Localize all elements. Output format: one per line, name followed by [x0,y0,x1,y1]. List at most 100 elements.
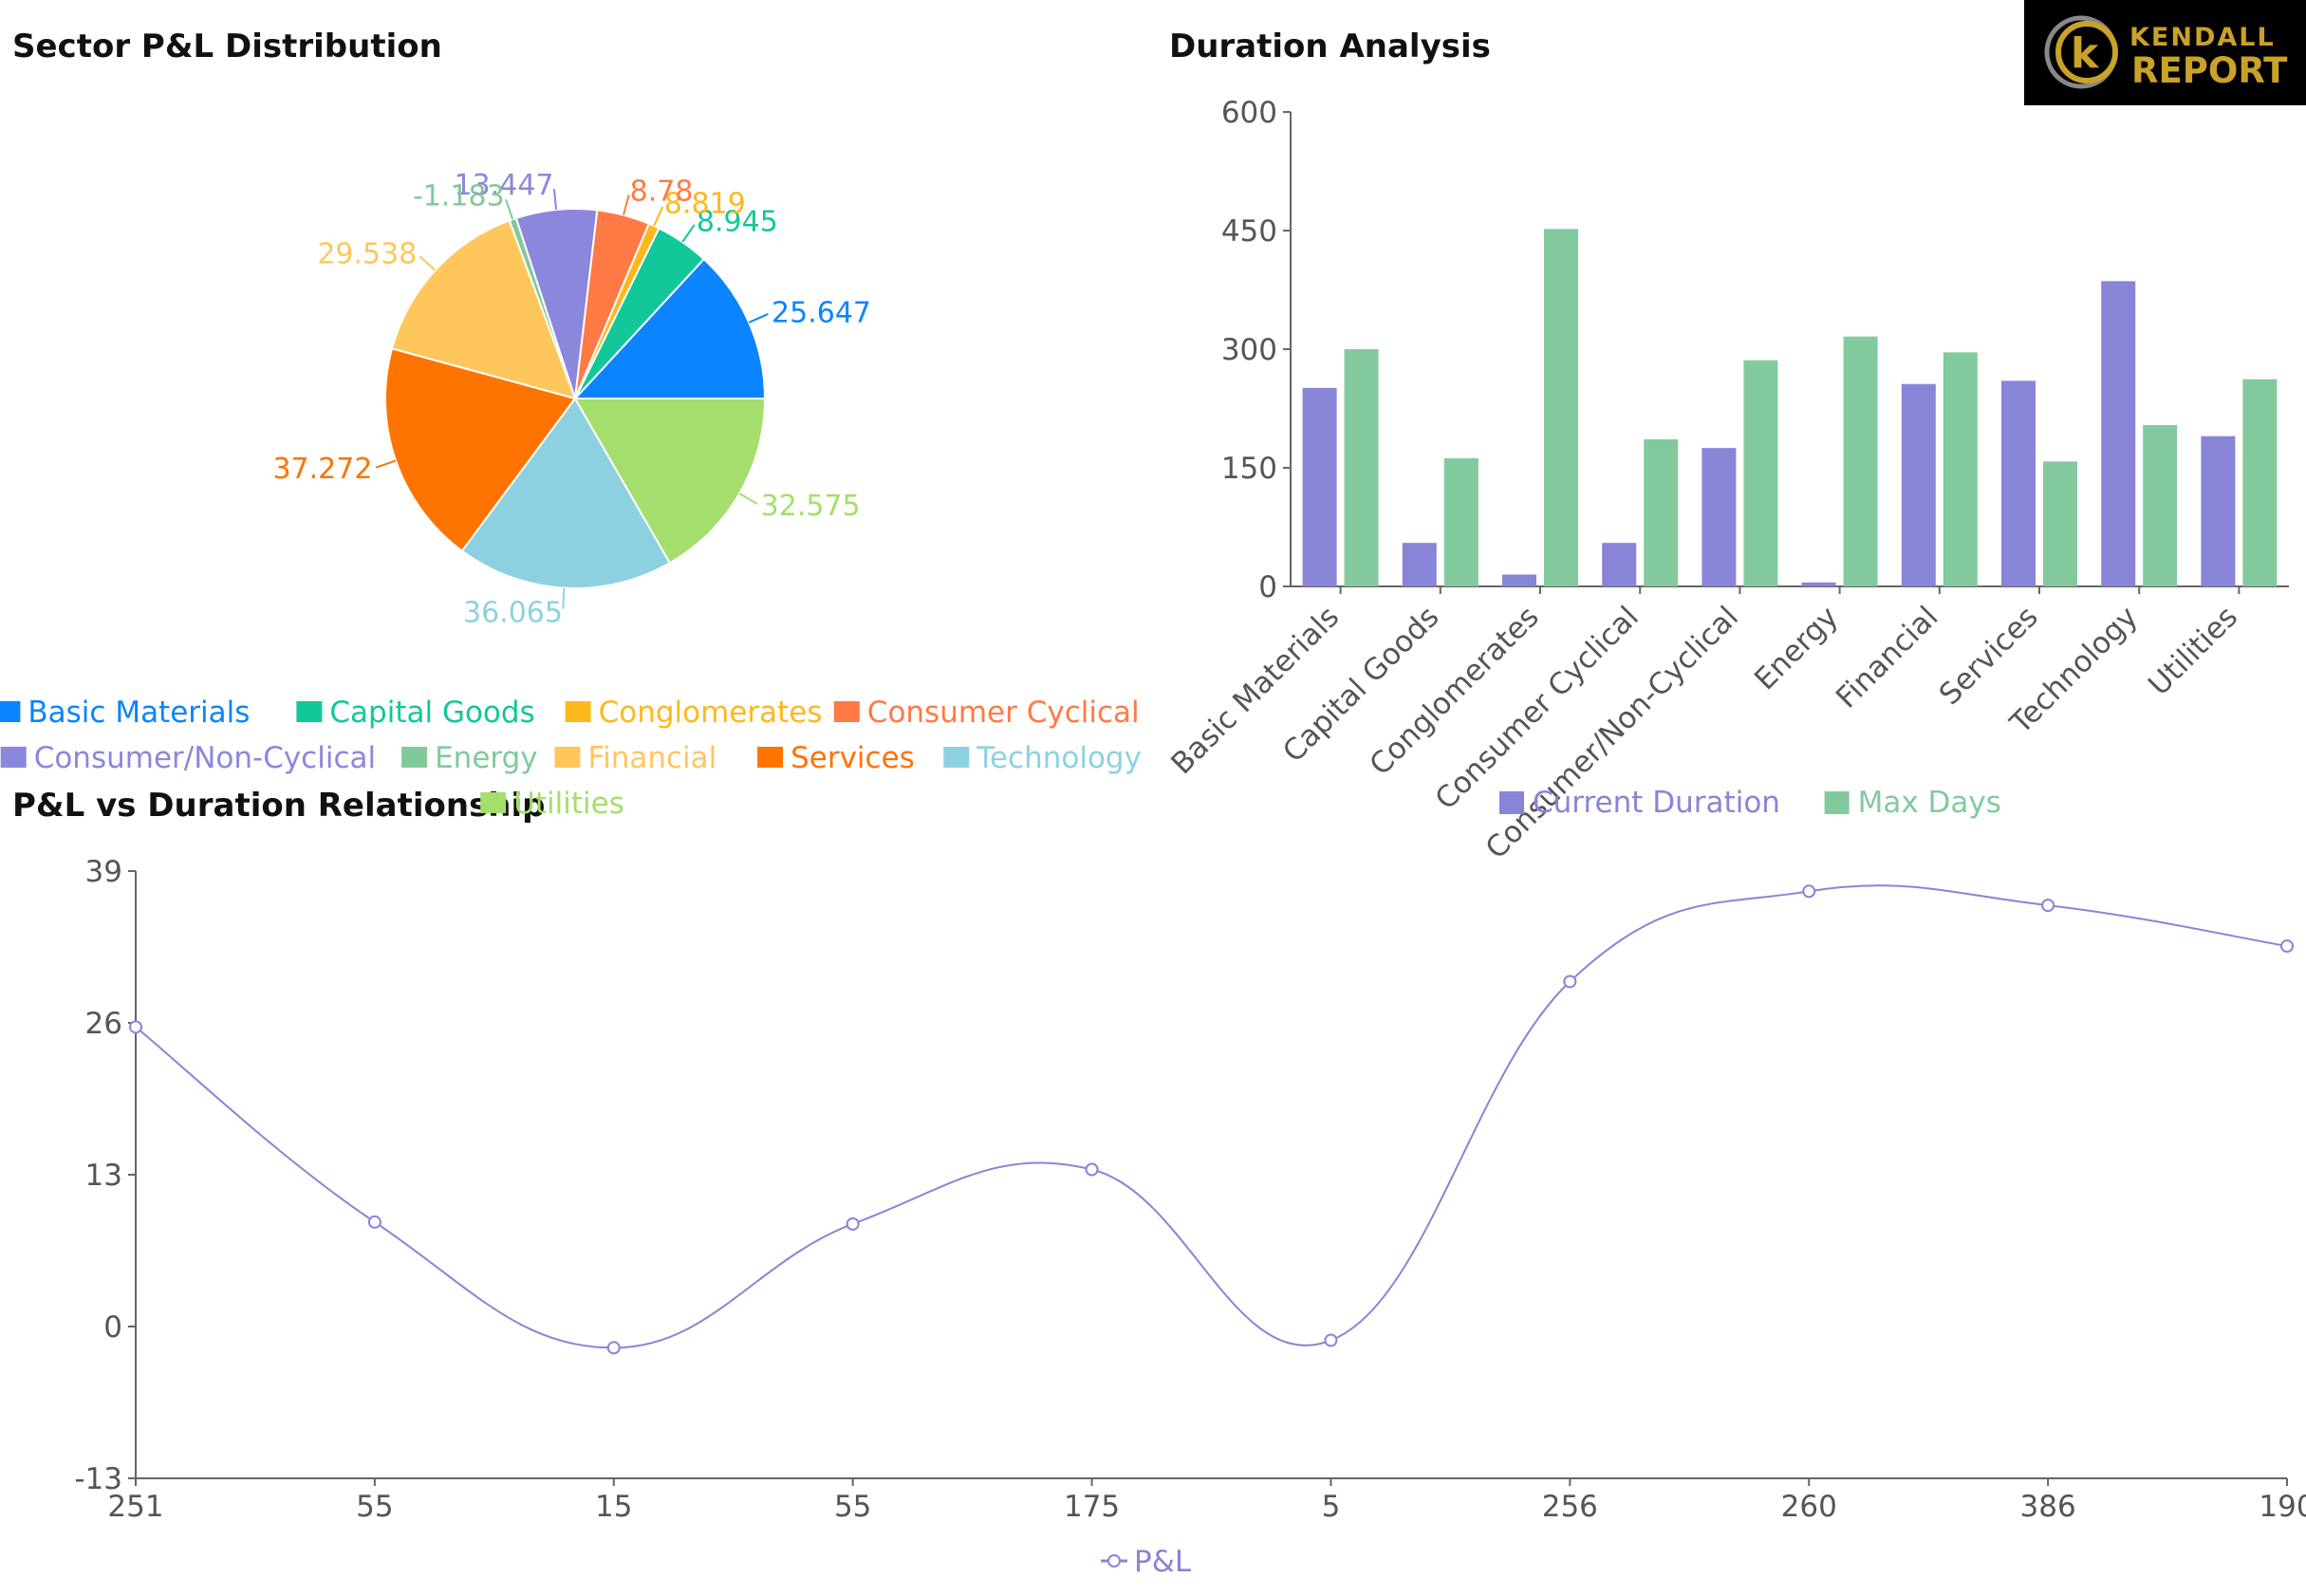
bar-max-days-consumer-non-cyclical[interactable] [1743,360,1778,586]
line-y-tick-label: 13 [85,1159,122,1193]
bar-current-duration-technology[interactable] [2101,281,2136,586]
line-x-tick-label: 251 [107,1490,163,1524]
pie-label-line [653,206,664,227]
legend-item-capital-goods[interactable]: Capital Goods [329,696,534,730]
pie-slice-basic-materials[interactable] [572,257,767,399]
legend-item-energy[interactable]: Energy [435,741,538,775]
pie-label-line [505,199,514,220]
pl-point[interactable] [129,1020,142,1034]
bar-legend-swatch-max-days [1824,791,1850,814]
legend-item-basic-materials[interactable]: Basic Materials [28,696,250,730]
bar-legend: Current Duration Max Days [1499,786,2001,820]
pl-point[interactable] [606,1341,621,1355]
bar-x-tick-label: Financial [1830,600,1944,714]
pie-legend: Basic Materials Capital Goods Conglomerate… [0,696,1142,821]
bar-current-duration-utilities[interactable] [2201,436,2236,586]
line-x-tick-label: 260 [1781,1490,1837,1524]
pie-label-line [623,195,630,215]
bar-current-duration-conglomerates[interactable] [1502,574,1536,587]
legend-swatch-consumer-non-cyclical [0,747,27,768]
pl-point[interactable] [1563,974,1577,989]
pie-label-line [375,459,397,469]
legend-swatch-capital-goods [296,701,323,722]
pie-data-label: 13.447 [455,169,554,202]
bar-max-days-services[interactable] [2043,461,2077,586]
logo-line1: KENDALL [2129,23,2276,52]
line-chart-series [129,884,2294,1355]
pie-label-line [748,313,769,324]
bar-chart-bars [1302,229,2278,587]
legend-item-consumer-cyclical[interactable]: Consumer Cyclical [867,696,1140,730]
line-x-tick-label: 256 [1542,1490,1598,1524]
bar-current-duration-capital-goods[interactable] [1402,543,1437,586]
pie-label-line [418,255,437,271]
bar-legend-swatch-current-duration [1499,791,1524,814]
bar-max-days-capital-goods[interactable] [1443,458,1478,586]
bar-x-tick-label: Basic Materials [1164,600,1346,781]
pie-slice-services[interactable] [384,347,577,553]
kendall-report-logo: k KENDALL REPORT [2024,0,2306,105]
bar-chart-title: Duration Analysis [1169,28,1491,65]
bar-max-days-conglomerates[interactable] [1544,229,1578,587]
pie-data-label: 8.819 [664,187,746,220]
bar-max-days-utilities[interactable] [2242,379,2278,586]
bar-current-duration-energy[interactable] [1801,582,1836,586]
bar-current-duration-basic-materials[interactable] [1302,387,1337,586]
legend-item-consumer-non-cyclical[interactable]: Consumer/Non-Cyclical [34,741,376,775]
legend-swatch-energy [401,747,428,768]
pl-point[interactable] [1802,884,1816,899]
pie-data-label: 36.065 [463,597,563,630]
bar-current-duration-services[interactable] [2001,380,2036,586]
pl-point[interactable] [1324,1333,1338,1347]
line-chart-axes: -13 0 13 26 39 251 55 15 55 175 5 256 260 386 190 [74,855,2306,1524]
pl-line [135,884,2288,1349]
bar-max-days-energy[interactable] [1843,336,1878,586]
pie-label-line [562,587,566,609]
bar-x-tick-label: Energy [1748,600,1845,696]
pl-point[interactable] [367,1215,381,1229]
line-x-tick-label: 15 [595,1490,632,1524]
bar-current-duration-consumer-non-cyclical[interactable] [1702,448,1737,586]
legend-swatch-utilities [480,792,507,813]
pl-point[interactable] [2280,939,2294,954]
pie-slice-financial[interactable] [390,219,577,400]
pie-data-label: 29.538 [317,237,417,270]
line-x-tick-label: 5 [1322,1490,1341,1524]
pl-point[interactable] [846,1216,860,1231]
bar-max-days-technology[interactable] [2143,425,2178,586]
pie-slice-utilities[interactable] [573,398,767,565]
legend-item-services[interactable]: Services [790,741,915,775]
bar-max-days-basic-materials[interactable] [1344,349,1379,586]
bar-max-days-financial[interactable] [1943,352,1978,586]
line-x-tick-label: 55 [834,1490,871,1524]
pie-chart-title: Sector P&L Distribution [12,28,442,65]
pl-point[interactable] [1085,1162,1099,1177]
bar-y-tick-label: 0 [1258,570,1277,604]
line-legend: P&L [1101,1545,1192,1579]
pl-point[interactable] [2041,899,2055,913]
legend-item-technology[interactable]: Technology [976,741,1142,775]
pie-data-label: -1.183 [413,180,505,213]
bar-legend-item-current-duration[interactable]: Current Duration [1533,786,1780,820]
legend-item-utilities[interactable]: Utilities [513,787,624,821]
line-chart-title: P&L vs Duration Relationship [12,787,546,825]
legend-item-conglomerates[interactable]: Conglomerates [599,696,823,730]
line-legend-item-pl[interactable]: P&L [1134,1545,1192,1579]
bar-legend-item-max-days[interactable]: Max Days [1858,786,2001,820]
pie-data-label: 32.575 [761,490,861,523]
pie-label-line [552,189,558,211]
bar-current-duration-financial[interactable] [1901,383,1936,586]
bar-y-tick-label: 300 [1221,333,1277,367]
line-legend-marker [1107,1554,1121,1568]
line-x-tick-label: 175 [1064,1490,1120,1524]
line-x-tick-label: 55 [356,1490,393,1524]
line-x-tick-label: 190 [2259,1490,2306,1524]
pie-slice-technology[interactable] [460,397,672,589]
bar-current-duration-consumer-cyclical[interactable] [1602,543,1637,586]
legend-item-financial[interactable]: Financial [588,741,717,775]
bar-max-days-consumer-cyclical[interactable] [1644,439,1679,586]
legend-swatch-conglomerates [565,701,591,722]
bar-x-tick-label: Conglomerates [1363,600,1545,782]
